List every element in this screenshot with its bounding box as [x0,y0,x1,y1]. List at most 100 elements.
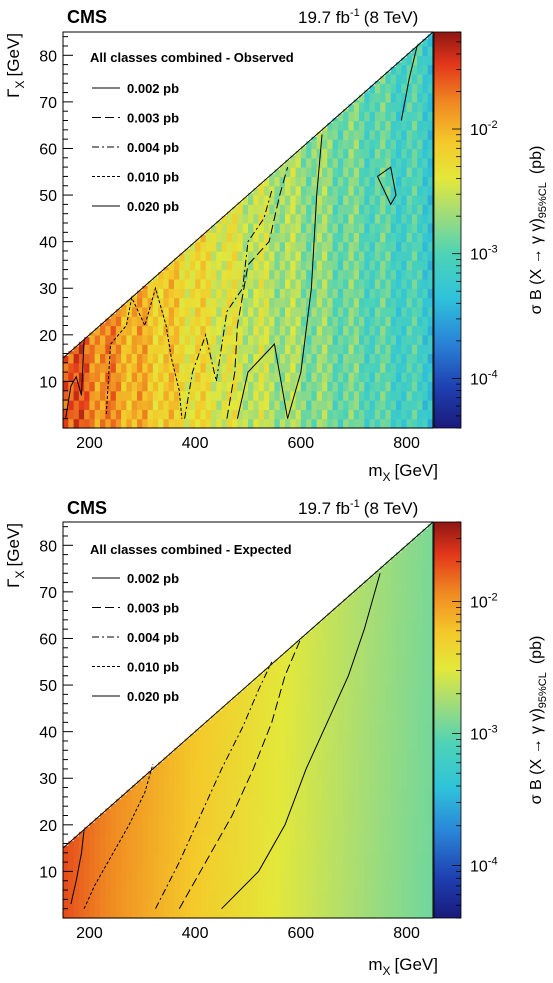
heatmap-cell [68,390,75,401]
heatmap-cell [417,591,424,602]
legend-entry-label: 0.020 pb [127,199,179,214]
heatmap-cell [417,675,424,686]
heatmap-cell [115,418,122,429]
heatmap-cell [263,713,270,723]
heatmap-cell [396,344,402,355]
heatmap-cell [253,344,260,355]
heatmap-cell [353,806,360,817]
heatmap-cell [332,409,339,420]
heatmap-cell [364,685,371,695]
heatmap-cell [300,703,307,714]
heatmap-cell [359,362,365,373]
x-axis-label-sub: X [383,964,391,978]
heatmap-cell [263,899,270,910]
y-axis-label-unit: [GeV] [4,33,23,76]
heatmap-cell [353,409,360,420]
heatmap-cell [115,852,122,863]
heatmap-cell [411,120,418,131]
heatmap-cell [295,796,302,807]
heatmap-cell [89,390,96,401]
heatmap-cell [163,409,170,420]
heatmap-cell [248,759,254,770]
heatmap-cell [253,713,260,723]
heatmap-cell [374,176,381,187]
heatmap-cell [248,353,254,364]
heatmap-cell [295,353,302,364]
heatmap-cell [279,731,286,742]
heatmap-cell [248,260,254,271]
heatmap-cell [364,647,371,658]
heatmap-cell [232,759,239,770]
heatmap-cell [242,862,249,873]
heatmap-cell [385,167,392,178]
heatmap-cell [417,750,424,761]
heatmap-cell [374,167,381,178]
heatmap-cell [147,899,154,910]
heatmap-cell [359,862,365,873]
heatmap-cell [300,871,307,882]
heatmap-cell [232,232,239,243]
heatmap-cell [374,582,381,593]
heatmap-cell [269,862,276,873]
heatmap-cell [311,647,318,658]
heatmap-cell [253,400,260,410]
heatmap-cell [343,213,350,224]
heatmap-cell [226,372,233,383]
heatmap-cell [89,409,96,420]
heatmap-cell [406,409,413,420]
heatmap-cell [348,759,355,770]
heatmap-cell [131,824,138,835]
heatmap-cell [269,390,276,401]
heatmap-cell [269,778,276,789]
heatmap-cell [152,316,159,327]
heatmap-cell [327,129,334,140]
heatmap-cell [137,390,143,401]
heatmap-cell [147,418,154,429]
heatmap-cell [322,657,328,668]
heatmap-cell [385,353,392,364]
heatmap-cell [359,768,365,779]
heatmap-cell [422,269,429,280]
heatmap-cell [232,206,239,215]
heatmap-cell [411,563,418,574]
heatmap-cell [343,638,350,649]
heatmap-cell [84,862,91,873]
heatmap-cell [401,325,408,336]
heatmap-cell [242,223,249,233]
heatmap-cell [406,675,413,686]
heatmap-cell [100,381,106,392]
heatmap-cell [242,325,249,336]
heatmap-cell [374,372,381,383]
heatmap-cell [126,306,133,317]
heatmap-cell [174,257,180,261]
heatmap-cell [396,409,402,420]
heatmap-cell [142,418,149,429]
heatmap-cell [269,418,276,429]
heatmap-cell [279,409,286,420]
heatmap-cell [184,759,191,770]
heatmap-cell [337,713,344,723]
heatmap-cell [279,344,286,355]
heatmap-cell [337,759,344,770]
heatmap-cell [168,372,175,383]
heatmap-cell [274,908,281,919]
heatmap-cell [237,202,244,205]
heatmap-cell [226,260,233,271]
heatmap-cell [295,334,302,345]
heatmap-cell [300,167,307,178]
heatmap-cell [411,297,418,308]
heatmap-cell [427,278,434,289]
heatmap-cell [422,666,429,677]
heatmap-cell [205,372,212,383]
heatmap-cell [184,334,191,345]
heatmap-cell [211,334,217,345]
heatmap-cell [168,752,175,761]
heatmap-cell [152,908,159,919]
heatmap-cell [427,148,434,159]
heatmap-cell [348,390,355,401]
heatmap-cell [131,316,138,327]
heatmap-cell [359,852,365,863]
heatmap-cell [353,260,360,271]
heatmap-cell [332,372,339,383]
heatmap-cell [337,638,344,649]
